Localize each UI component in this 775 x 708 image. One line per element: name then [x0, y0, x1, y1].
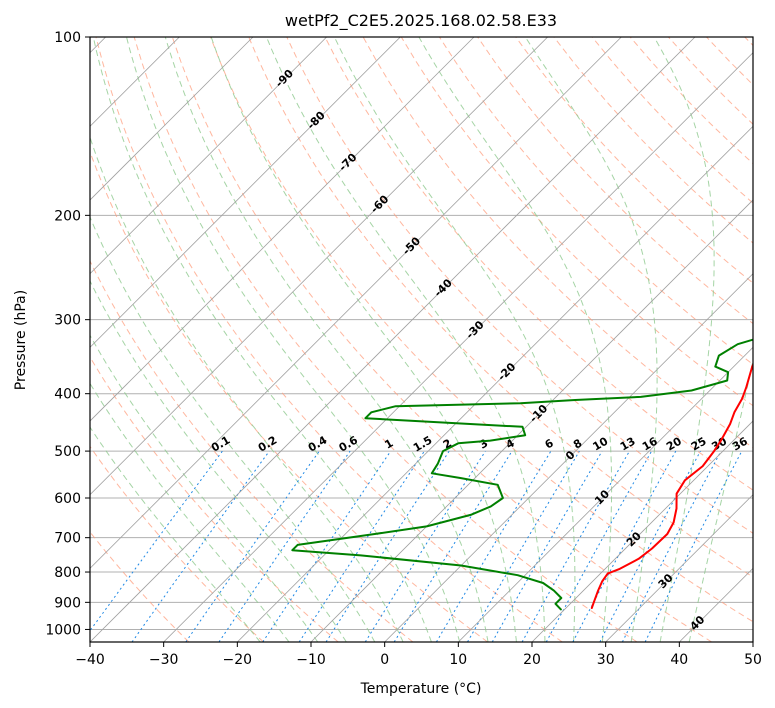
y-tick-label: 200 [54, 208, 81, 224]
y-tick-label: 600 [54, 491, 81, 507]
x-tick-label: −40 [75, 652, 105, 668]
moist-adiabat-line [266, 37, 546, 642]
moist-adiabat-line [524, 37, 658, 642]
dry-adiabat-line [95, 37, 563, 642]
y-tick-label: 700 [54, 531, 81, 547]
isotherm-line [531, 420, 753, 642]
mixing-ratio-line [185, 450, 320, 642]
mixing-ratio-line [90, 450, 223, 632]
moist-adiabat-line [90, 334, 319, 642]
moist-adiabat-line [92, 37, 432, 642]
isotherm-line [90, 37, 622, 569]
y-tick-label: 1000 [45, 622, 81, 638]
isotherm-line [90, 37, 475, 422]
dry-adiabat-line [286, 37, 753, 534]
isotherm-line [163, 52, 753, 642]
dry-adiabat-line [90, 445, 264, 642]
mixing-ratio-line [621, 450, 722, 642]
isotherm-line [90, 37, 327, 275]
moist-adiabats [90, 37, 753, 642]
isotherm-line [90, 37, 548, 496]
isotherm-line [384, 273, 753, 642]
moist-adiabat-line [418, 37, 613, 642]
y-tick-label: 800 [54, 565, 81, 581]
mixing-ratio-line [298, 450, 425, 642]
y-tick-label: 300 [54, 313, 81, 329]
x-tick-label: 30 [597, 652, 615, 668]
moist-adiabat-line [164, 37, 489, 642]
moist-adiabat-line [90, 135, 404, 642]
pressure-grid [90, 37, 753, 630]
isotherm-line [90, 37, 401, 348]
moist-adiabat-line [90, 426, 261, 642]
moist-adiabat-line [653, 37, 715, 642]
dry-adiabat-line [171, 37, 712, 642]
mixing-ratio-line [467, 450, 580, 642]
isotherm-line [458, 346, 753, 642]
dewpoint-profile-line [291, 338, 753, 611]
mixing-ratio-line [364, 450, 486, 642]
dry-adiabat-line [515, 37, 753, 284]
mixing-ratio-line [545, 450, 653, 642]
moist-adiabat-line [90, 215, 376, 642]
moist-adiabat-line [126, 37, 461, 642]
isotherm-line [90, 37, 254, 201]
y-tick-label: 100 [54, 30, 81, 46]
moist-adiabat-line [333, 37, 576, 642]
axis-ticks: −40 −30 −20 −10 0 10 20 30 40 50 100 200 300 400 500 60… [45, 30, 762, 668]
y-tick-label: 900 [54, 595, 81, 611]
x-tick-label: 10 [449, 652, 467, 668]
x-tick-label: 50 [744, 652, 762, 668]
mixing-ratio-line [435, 450, 552, 642]
x-tick-label: −20 [223, 652, 253, 668]
isotherm-line [237, 125, 753, 642]
isotherm-line [605, 494, 753, 642]
x-tick-label: −30 [149, 652, 179, 668]
moist-adiabat-line [210, 37, 517, 642]
y-axis-label: Pressure (hPa) [13, 290, 29, 390]
moist-adiabat-line [90, 382, 290, 642]
plot-frame [89, 36, 754, 643]
isotherm-line [310, 199, 753, 642]
x-tick-label: 40 [670, 652, 688, 668]
x-tick-label: 20 [523, 652, 541, 668]
mixing-ratio-line [491, 450, 603, 642]
mixing-ratio-line [572, 450, 677, 642]
temperature-profile-line [590, 362, 753, 609]
dry-adiabat-line [324, 37, 753, 491]
isotherms [90, 37, 753, 642]
mixing-ratio-line [521, 450, 630, 642]
y-tick-label: 500 [54, 444, 81, 460]
y-tick-label: 400 [54, 387, 81, 403]
mixing-ratio-line [644, 450, 743, 642]
x-tick-label: −10 [296, 652, 326, 668]
x-axis-label: Temperature (°C) [360, 681, 482, 697]
dry-adiabat-line [90, 259, 414, 642]
x-tick-label: 0 [380, 652, 389, 668]
dry-adiabat-line [248, 37, 753, 578]
isotherm-line [90, 37, 696, 642]
moist-adiabat-line [688, 358, 753, 642]
profile-series [291, 338, 753, 611]
chart-title: wetPf2_C2E5.2025.168.02.58.E33 [285, 11, 557, 31]
dry-adiabat-line [210, 37, 753, 623]
mixing-ratio-line [325, 450, 450, 642]
